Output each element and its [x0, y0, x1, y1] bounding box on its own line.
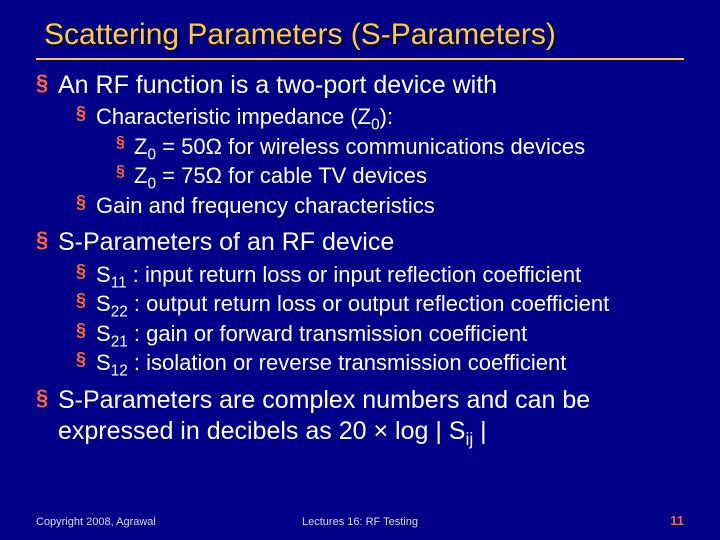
bullet-icon: § [76, 261, 96, 283]
slide-content: §An RF function is a two-port device wit… [0, 70, 720, 447]
title-underline [36, 58, 684, 60]
footer-copyright: Copyright 2008, Agrawal [36, 516, 156, 528]
bullet-icon: § [76, 103, 96, 125]
bullet-text: S11 : input return loss or input reflect… [96, 261, 581, 289]
bullet-text: S21 : gain or forward transmission coeff… [96, 320, 527, 348]
bullet-row-l2: §Gain and frequency characteristics [76, 192, 684, 220]
bullet-row-l2: §Characteristic impedance (Z0): [76, 103, 684, 131]
bullet-row-l3: §Z0 = 75Ω for cable TV devices [116, 162, 684, 190]
bullet-text: Gain and frequency characteristics [96, 192, 435, 220]
slide-footer: Copyright 2008, Agrawal Lectures 16: RF … [36, 513, 684, 528]
bullet-row-l1: §S-Parameters of an RF device [36, 227, 684, 258]
footer-page-number: 11 [670, 513, 684, 528]
bullet-text: S12 : isolation or reverse transmission … [96, 349, 566, 377]
bullet-text: An RF function is a two-port device with [58, 70, 497, 101]
bullet-row-l2: §S12 : isolation or reverse transmission… [76, 349, 684, 377]
bullet-row-l3: §Z0 = 50Ω for wireless communications de… [116, 133, 684, 161]
bullet-text: Z0 = 75Ω for cable TV devices [134, 162, 427, 190]
bullet-row-l2: §S11 : input return loss or input reflec… [76, 261, 684, 289]
bullet-icon: § [36, 70, 58, 96]
bullet-row-l1: §An RF function is a two-port device wit… [36, 70, 684, 101]
bullet-text: S-Parameters of an RF device [58, 227, 394, 258]
bullet-icon: § [116, 162, 134, 181]
bullet-text: Z0 = 50Ω for wireless communications dev… [134, 133, 585, 161]
bullet-icon: § [76, 349, 96, 371]
bullet-row-l1: §S-Parameters are complex numbers and ca… [36, 385, 684, 448]
bullet-text: S-Parameters are complex numbers and can… [58, 385, 684, 448]
slide-title: Scattering Parameters (S-Parameters) [0, 0, 720, 58]
bullet-text: S22 : output return loss or output refle… [96, 290, 609, 318]
bullet-icon: § [76, 192, 96, 214]
bullet-row-l2: §S22 : output return loss or output refl… [76, 290, 684, 318]
bullet-icon: § [76, 320, 96, 342]
bullet-icon: § [36, 227, 58, 253]
bullet-icon: § [36, 385, 58, 411]
bullet-icon: § [116, 133, 134, 152]
bullet-icon: § [76, 290, 96, 312]
bullet-row-l2: §S21 : gain or forward transmission coef… [76, 320, 684, 348]
bullet-text: Characteristic impedance (Z0): [96, 103, 393, 131]
footer-lecture: Lectures 16: RF Testing [302, 516, 418, 528]
